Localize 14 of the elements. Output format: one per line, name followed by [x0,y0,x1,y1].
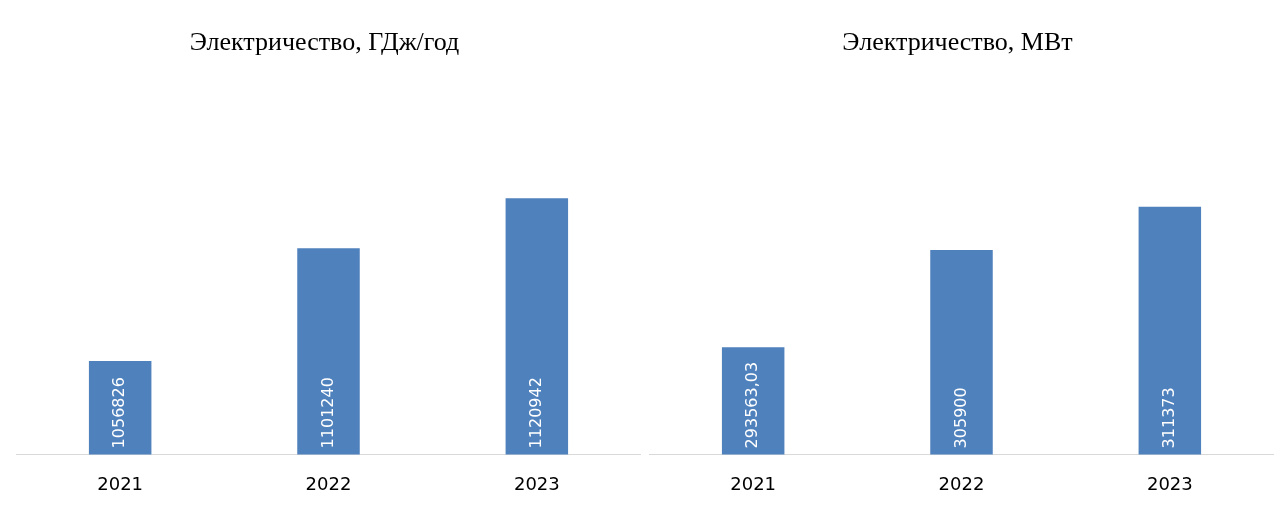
x-tick-label: 2023 [1146,472,1193,494]
data-label: 1056826 [109,377,129,449]
chart-title: Электричество, ГДж/год [189,27,460,57]
x-tick-label: 2022 [938,472,985,494]
data-label: 293563,03 [742,361,762,449]
x-tick-label: 2022 [305,472,352,494]
x-tick-label: 2021 [730,472,777,494]
data-label: 1120942 [525,377,545,449]
data-label: 1101240 [317,377,337,449]
data-label: 311373 [1158,387,1178,449]
data-label: 305900 [950,387,970,449]
x-tick-label: 2021 [97,472,144,494]
x-tick-label: 2023 [513,472,560,494]
chart-title: Электричество, МВт [842,27,1073,57]
